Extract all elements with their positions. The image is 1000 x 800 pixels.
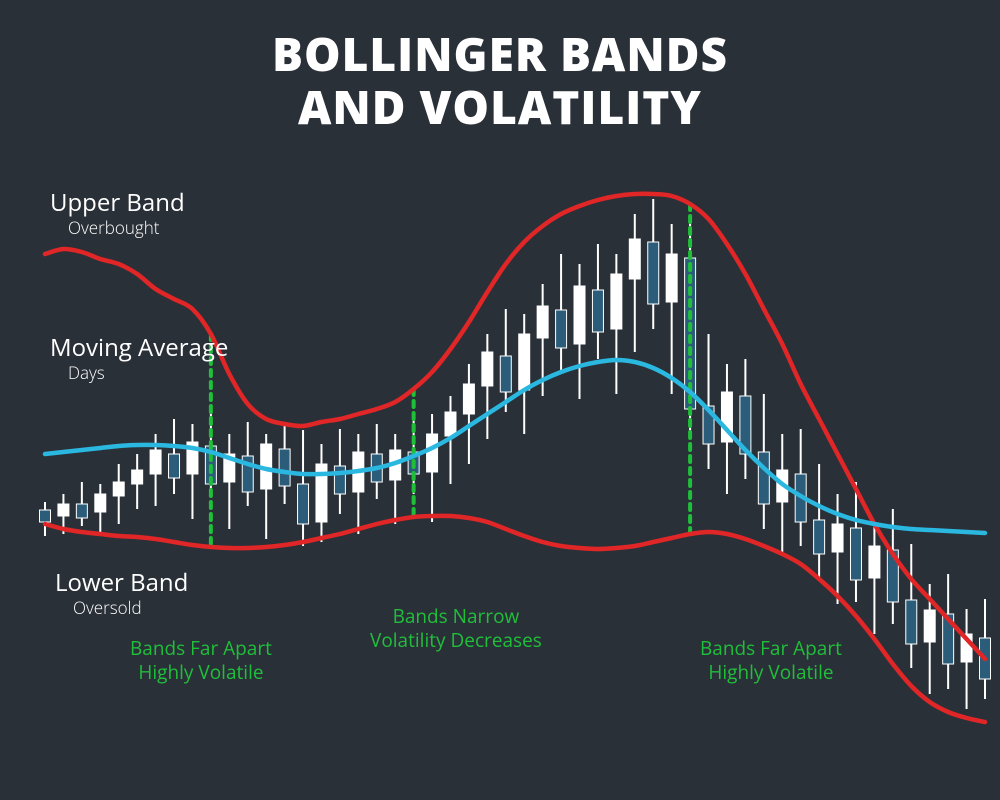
title-line-2: AND VOLATILITY: [0, 81, 1000, 134]
upper-band-title: Upper Band: [50, 189, 185, 218]
ann0-l1: Bands Far Apart: [130, 636, 272, 661]
lower-band-title: Lower Band: [55, 569, 188, 598]
chart-area: Upper Band Overbought Moving Average Day…: [0, 134, 1000, 754]
annotation-volatile-left: Bands Far Apart Highly Volatile: [130, 636, 272, 685]
ma-title: Moving Average: [50, 334, 228, 363]
lower-band-sub: Oversold: [55, 598, 188, 618]
annotation-narrow: Bands Narrow Volatility Decreases: [370, 604, 542, 653]
lower-band-label: Lower Band Oversold: [55, 569, 188, 618]
ann0-l2: Highly Volatile: [130, 660, 272, 685]
ann2-l2: Highly Volatile: [700, 660, 842, 685]
ann1-l2: Volatility Decreases: [370, 628, 542, 653]
chart-title: BOLLINGER BANDS AND VOLATILITY: [0, 0, 1000, 134]
upper-band-sub: Overbought: [50, 218, 185, 238]
ann2-l1: Bands Far Apart: [700, 636, 842, 661]
ma-sub: Days: [50, 363, 228, 383]
vertical-markers: [211, 204, 690, 547]
ann1-l1: Bands Narrow: [370, 604, 542, 629]
annotation-volatile-right: Bands Far Apart Highly Volatile: [700, 636, 842, 685]
title-line-1: BOLLINGER BANDS: [0, 28, 1000, 81]
moving-average-line: [45, 360, 985, 533]
upper-band-label: Upper Band Overbought: [50, 189, 185, 238]
moving-average-label: Moving Average Days: [50, 334, 228, 383]
